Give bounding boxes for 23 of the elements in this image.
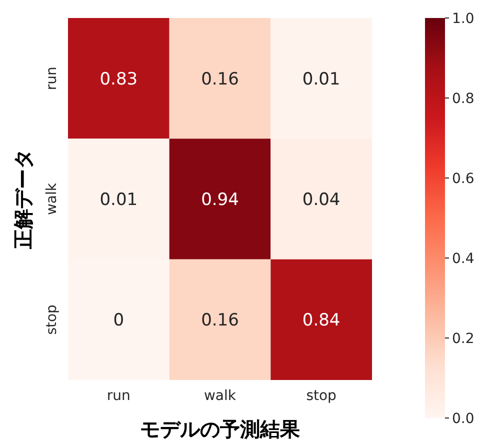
color-bar-label: 1.0 [452,11,474,27]
data-label: 0.94 [201,190,239,210]
data-label: 0 [113,310,124,331]
x-tick-label: run [106,388,130,404]
color-bar-label: 0.0 [452,411,474,427]
color-bar-label: 0.8 [452,91,474,107]
data-label: 0.16 [201,310,239,331]
data-label: 0.84 [302,310,340,331]
y-tick-label: stop [44,304,60,335]
x-axis-title: モデルの予測結果 [140,417,301,441]
color-bar-label: 0.2 [452,331,474,347]
data-label: 0.01 [100,190,138,210]
y-tick-label: run [44,66,60,90]
x-tick-label: stop [306,388,337,404]
data-label: 0.01 [302,69,340,90]
data-label: 0.04 [302,190,340,210]
y-tick-label: walk [44,182,60,216]
data-label: 0.16 [201,69,239,90]
data-label: 0.83 [100,69,138,90]
y-axis-title: 正解データ [11,149,35,250]
x-tick-label: walk [204,388,237,404]
color-bar-label: 0.4 [452,251,474,267]
color-bar-label: 0.6 [452,171,474,187]
